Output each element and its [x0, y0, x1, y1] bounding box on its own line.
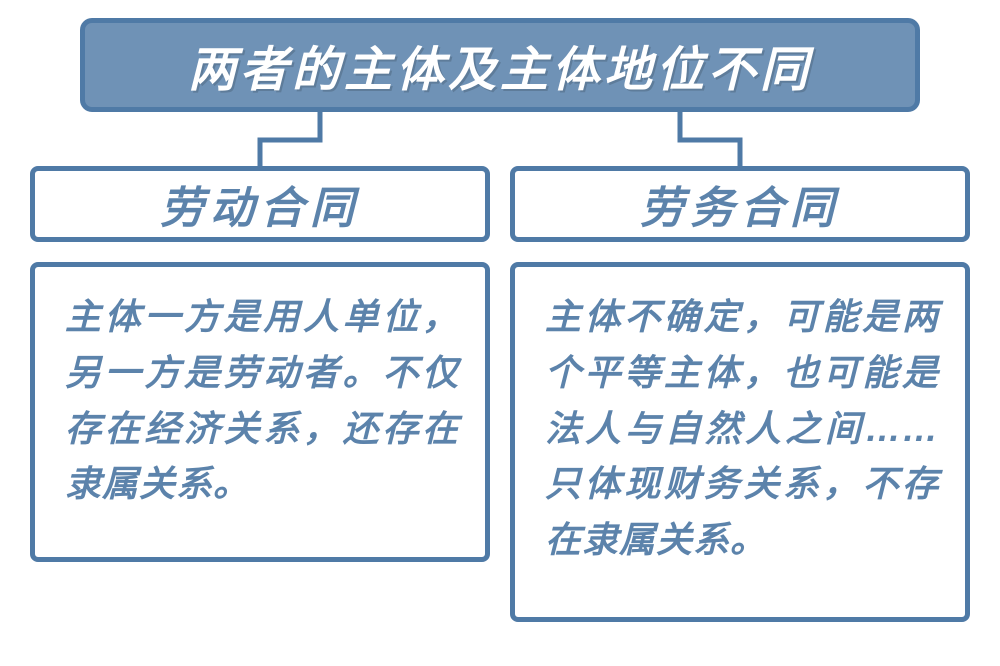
header-title: 两者的主体及主体地位不同: [188, 30, 812, 100]
left-subheader-title: 劳动合同: [160, 172, 360, 236]
right-subheader-title: 劳务合同: [640, 172, 840, 236]
left-body-box: 主体一方是用人单位，另一方是劳动者。不仅存在经济关系，还存在隶属关系。: [30, 262, 490, 562]
connector-right: [680, 112, 740, 166]
right-body-box: 主体不确定，可能是两个平等主体，也可能是法人与自然人之间……只体现财务关系，不存…: [510, 262, 970, 622]
right-body-text: 主体不确定，可能是两个平等主体，也可能是法人与自然人之间……只体现财务关系，不存…: [545, 289, 939, 568]
left-subheader-box: 劳动合同: [30, 166, 490, 242]
connector-left: [260, 112, 320, 166]
right-subheader-box: 劳务合同: [510, 166, 970, 242]
header-box: 两者的主体及主体地位不同: [80, 18, 920, 112]
left-body-text: 主体一方是用人单位，另一方是劳动者。不仅存在经济关系，还存在隶属关系。: [65, 289, 459, 512]
diagram-canvas: 两者的主体及主体地位不同 劳动合同 劳务合同 主体一方是用人单位，另一方是劳动者…: [20, 10, 980, 656]
